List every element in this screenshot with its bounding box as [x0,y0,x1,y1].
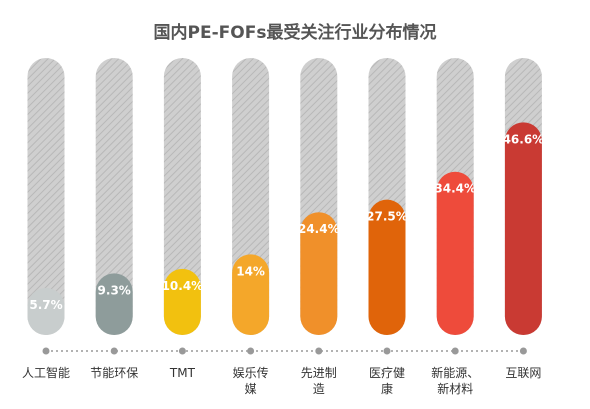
bar [368,199,406,335]
bar [300,212,338,335]
axis-tick-dot [247,347,255,355]
axis-tick-dot [519,347,527,355]
bar [95,273,133,335]
tick-label: 先进制 [301,366,337,380]
data-label: 10.4% [162,279,204,293]
value-labels: 5.7% 9.3% 10.4% 14% 24.4% 27.5% 34.4% 46.6% [29,132,544,312]
bar [232,254,270,335]
axis-tick-dot [451,347,459,355]
tick-label: 新材料 [437,381,473,396]
bar [163,268,201,335]
axis-tick-dot [178,347,186,355]
tick-label: 新能源、 [431,365,479,380]
data-label: 46.6% [503,132,545,146]
tick-label: 媒 [245,382,257,396]
bar [27,287,65,335]
axis-tick-dot [383,347,391,355]
tick-label: 人工智能 [22,365,70,380]
chart-title: 国内PE-FOFs最受关注行业分布情况 [154,22,437,43]
tick-label: 互联网 [505,366,541,380]
data-label: 27.5% [366,210,408,224]
tick-label: 造 [313,382,325,396]
tick-label: 医疗健 [369,366,405,380]
bar-track [27,58,65,335]
tick-label: 娱乐传 [233,365,269,380]
bar-track [95,58,133,335]
bar [504,122,542,336]
tick-label: 节能环保 [90,366,138,380]
data-label: 5.7% [29,298,62,312]
tick-label: 康 [381,381,393,396]
data-label: 9.3% [98,283,131,297]
axis-tick-dot [42,347,50,355]
axis-tick-dot [315,347,323,355]
axis-tick-dot [110,347,118,355]
data-label: 34.4% [434,182,476,196]
bar [436,171,474,335]
data-label: 14% [236,264,265,278]
tick-label: TMT [169,366,196,380]
bar-track [163,58,201,335]
bars [27,122,542,336]
category-axis [42,347,527,355]
data-label: 24.4% [298,222,340,236]
